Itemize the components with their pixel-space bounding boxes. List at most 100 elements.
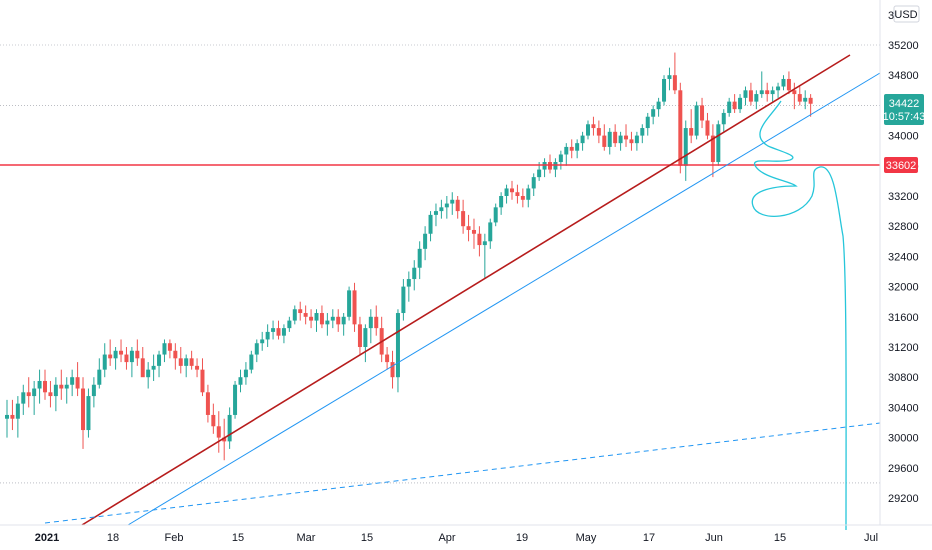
candle	[37, 369, 42, 404]
candle-body	[509, 188, 514, 193]
candle	[287, 316, 292, 332]
candle	[341, 313, 346, 336]
candle	[184, 354, 189, 378]
level-price-badge	[884, 157, 918, 173]
time-tick-label: 17	[643, 532, 655, 544]
candle	[401, 279, 406, 321]
candle-body	[645, 116, 650, 129]
candle-body	[477, 233, 482, 246]
time-tick-label: 19	[516, 532, 528, 544]
candle	[792, 82, 797, 110]
candle-body	[471, 229, 476, 234]
candle	[509, 180, 514, 200]
candle-body	[222, 437, 227, 442]
candle	[81, 377, 86, 449]
candle-body	[792, 90, 797, 95]
candle	[754, 90, 759, 110]
candle	[135, 339, 140, 366]
candle-body	[808, 97, 813, 104]
candle-body	[32, 388, 37, 397]
candle-body	[667, 75, 672, 79]
candle-body	[292, 309, 297, 321]
candle-body	[309, 316, 314, 321]
candle	[640, 124, 645, 144]
candle-body	[433, 211, 438, 215]
candle	[444, 196, 449, 219]
candle	[634, 131, 639, 151]
candle-body	[238, 377, 243, 385]
price-axis[interactable]: 29200 29600 30000 30400 30800 31200 31600 32000…	[879, 0, 919, 525]
candle	[558, 150, 563, 170]
candle-body	[43, 380, 48, 393]
candle-body	[504, 188, 509, 196]
dashed-trendline[interactable]	[44, 422, 881, 524]
candle-body	[124, 354, 129, 363]
candle-body	[786, 78, 791, 91]
candle	[482, 233, 487, 280]
candle-body	[499, 196, 504, 208]
candle	[667, 67, 672, 91]
candle	[629, 131, 634, 151]
candle-body	[624, 135, 629, 140]
candle-body	[738, 97, 743, 110]
candle-body	[200, 369, 205, 393]
candle	[347, 286, 352, 321]
time-tick-label: Jun	[705, 532, 723, 544]
candle	[433, 203, 438, 227]
freehand-squiggle[interactable]	[751, 100, 847, 531]
candle-body	[662, 78, 667, 102]
trend-drawings[interactable]	[0, 54, 881, 531]
candle	[379, 316, 384, 363]
candle-body	[233, 384, 238, 415]
candle-body	[716, 124, 721, 163]
currency-label[interactable]: USD	[894, 9, 917, 21]
candle	[613, 124, 618, 147]
candle	[395, 309, 400, 393]
candle	[553, 158, 558, 178]
price-tick-label: 34000	[888, 131, 919, 143]
candle	[140, 347, 145, 378]
candle	[471, 218, 476, 249]
candle	[325, 313, 330, 336]
candle	[222, 418, 227, 461]
candle-body	[21, 392, 26, 404]
time-tick-label: 2021	[35, 532, 59, 544]
candle-body	[531, 177, 536, 189]
candle	[303, 305, 308, 325]
candle-body	[765, 90, 770, 95]
candle-body	[178, 358, 183, 366]
candle	[662, 75, 667, 106]
blue-trendline[interactable]	[127, 72, 881, 526]
candle	[260, 331, 265, 351]
time-axis[interactable]: 2021 18 Feb 15 Mar 15 Apr 19 May 17 Jun 15 Jul	[0, 524, 932, 544]
candle	[515, 184, 520, 204]
candle	[776, 82, 781, 98]
candle-body	[325, 320, 330, 325]
candle	[683, 120, 688, 181]
candle-body	[694, 105, 699, 136]
candle	[113, 347, 118, 370]
candle	[119, 339, 124, 363]
candle	[368, 309, 373, 344]
candle-body	[385, 354, 390, 363]
candle	[618, 131, 623, 151]
candle	[656, 97, 661, 117]
candle-body	[634, 135, 639, 144]
time-tick-label: 15	[232, 532, 244, 544]
candle	[352, 282, 357, 332]
currency-selector[interactable]: USD	[893, 5, 920, 23]
time-tick-label: 15	[774, 532, 786, 544]
candle-body	[227, 414, 232, 442]
candle-body	[770, 90, 775, 95]
candle-body	[672, 75, 677, 91]
candle	[406, 271, 411, 302]
candle-body	[157, 354, 162, 366]
candle	[249, 350, 254, 374]
time-tick-label: May	[576, 532, 597, 544]
candle	[319, 305, 324, 329]
candle	[374, 305, 379, 336]
candle-body	[754, 94, 759, 102]
red-trendline[interactable]	[81, 54, 851, 526]
candle-body	[705, 120, 710, 136]
